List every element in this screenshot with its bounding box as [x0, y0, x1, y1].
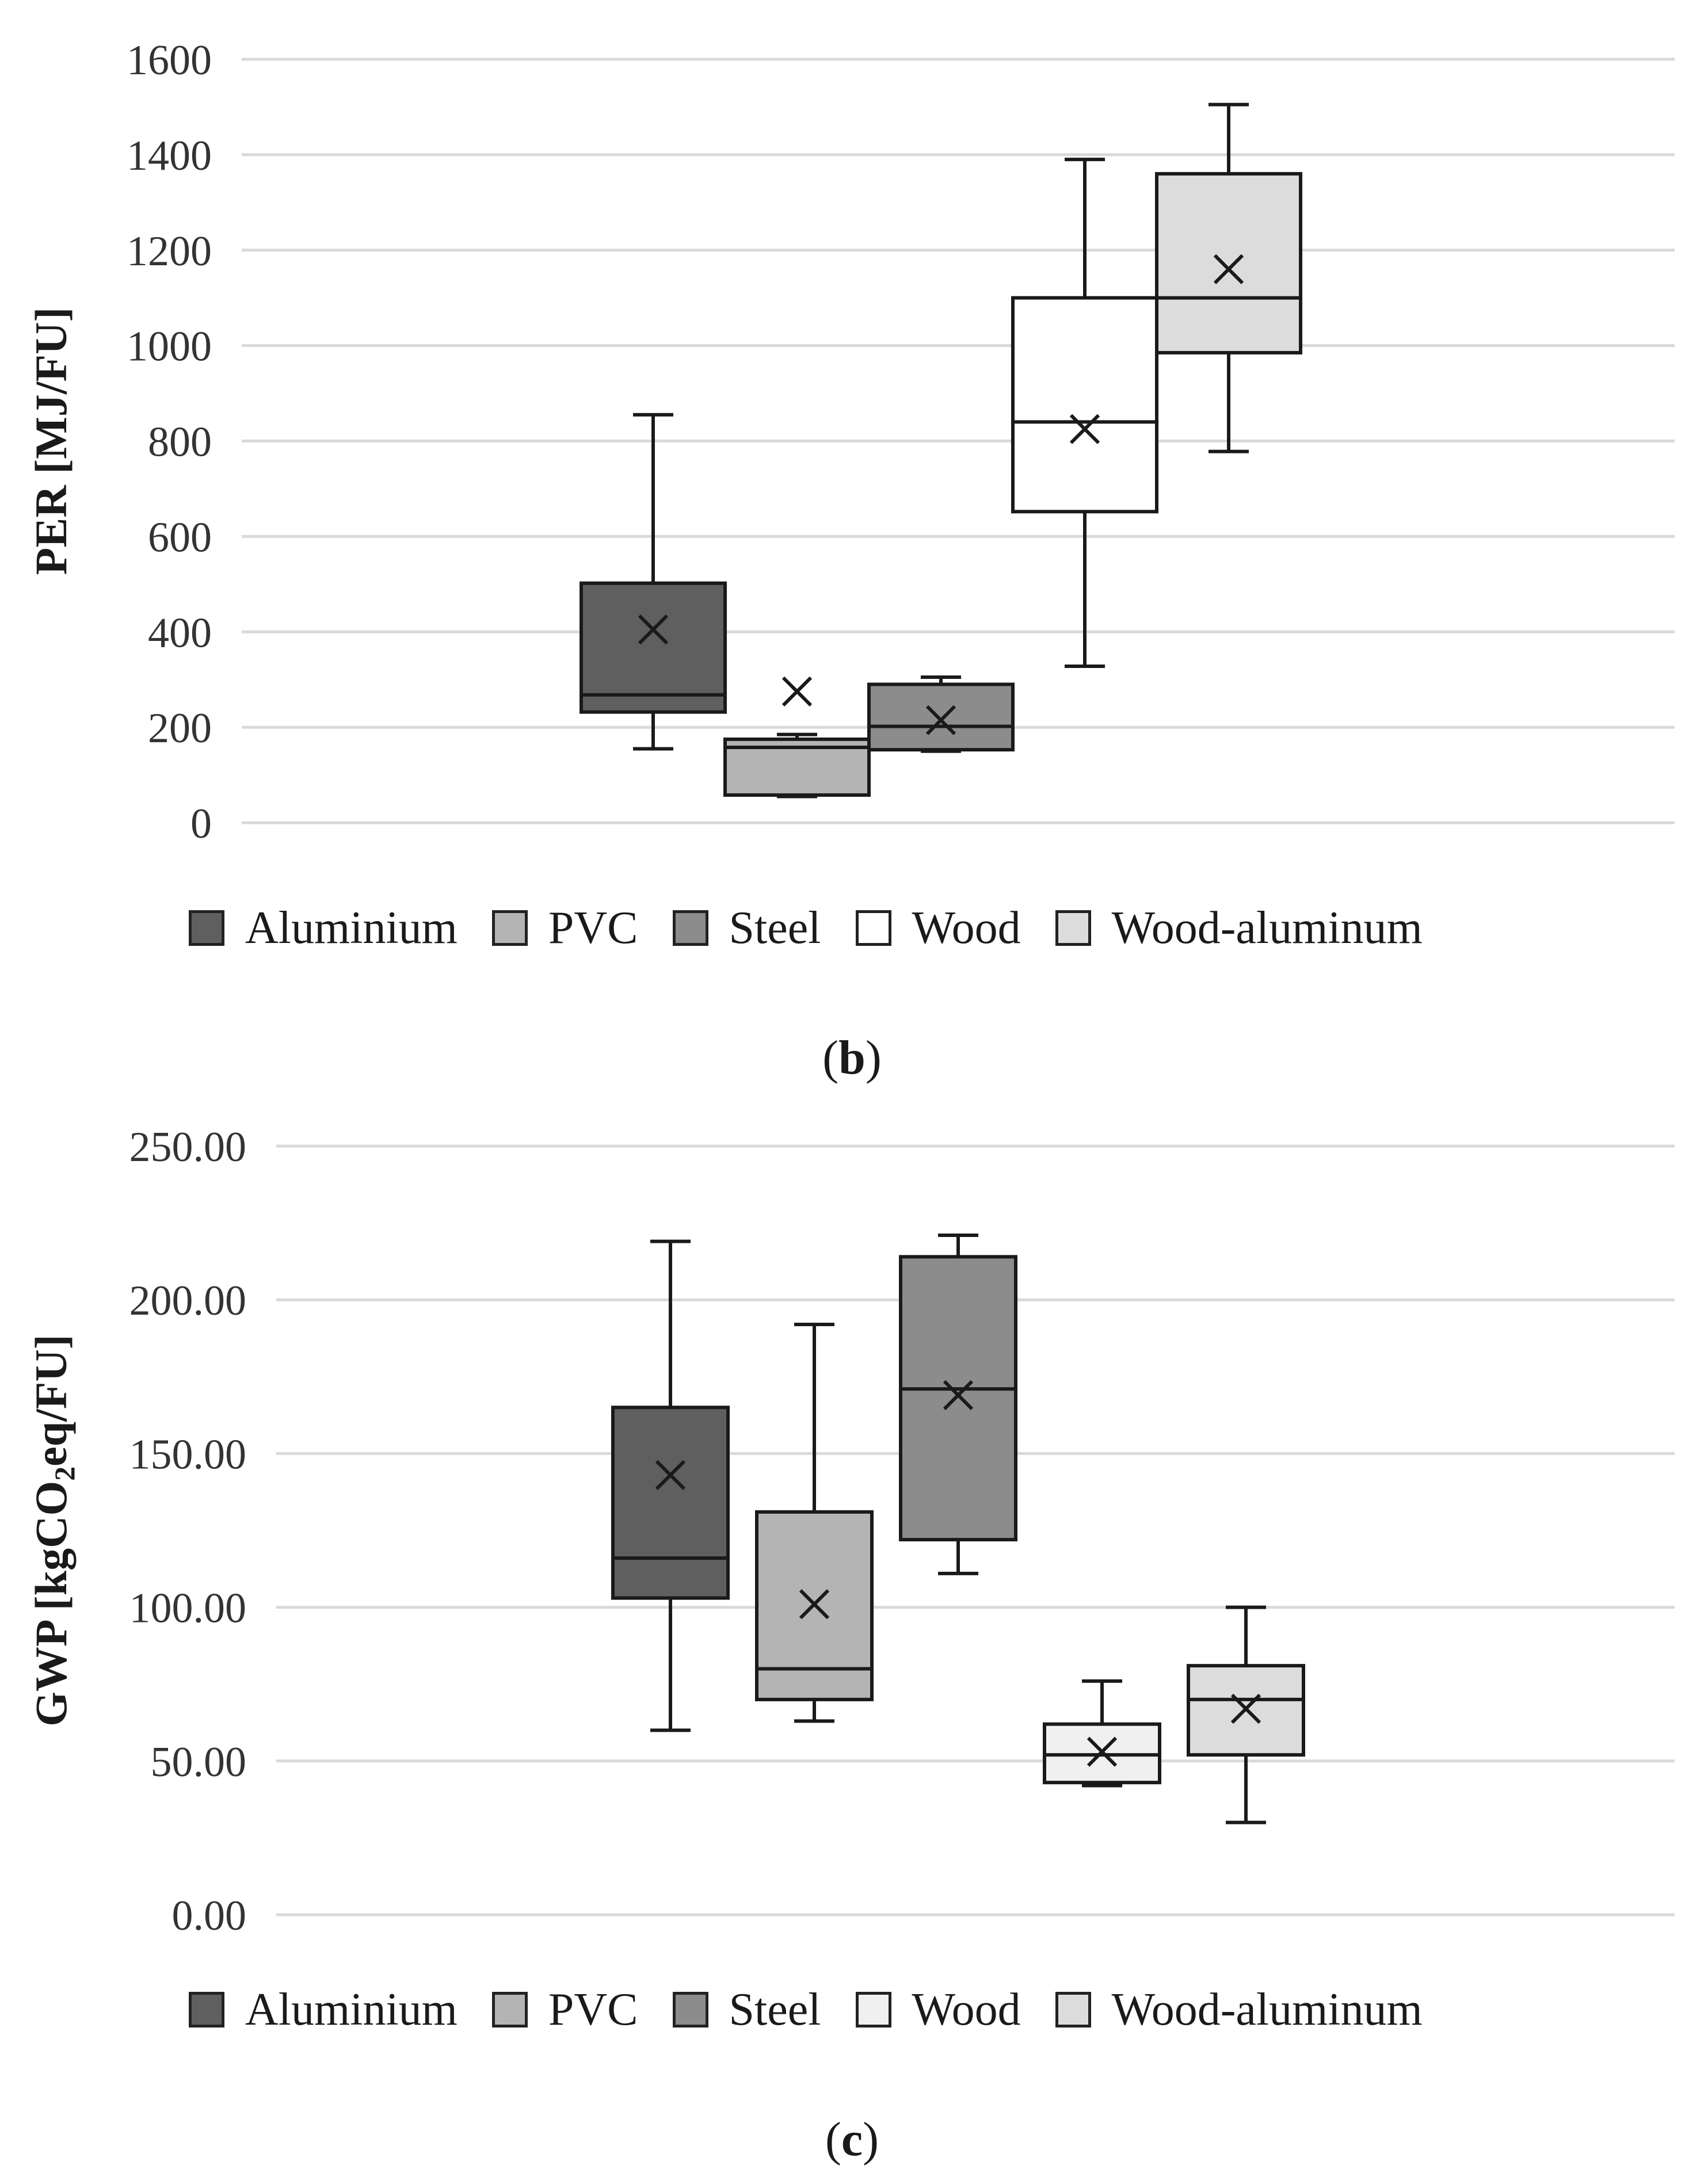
y-tick-label-4: 200.00 [129, 1277, 247, 1324]
box-steel [899, 1255, 1017, 1542]
box-group-wood-aluminum [1187, 1605, 1305, 1824]
legend-item-wood-aluminum: Wood-aluminum [1055, 1984, 1423, 2036]
mean-marker-wood-aluminum [1230, 1693, 1261, 1724]
mean-marker-wood [1069, 414, 1100, 444]
mean-x-b-wood [1069, 414, 1100, 444]
mean-x-b-pvc [782, 676, 813, 707]
legend-swatch-pvc [491, 910, 528, 946]
y-tick-label-2: 400 [148, 609, 212, 656]
legend-swatch-aluminium [189, 1992, 224, 2028]
legend-item-steel: Steel [672, 902, 821, 954]
caption-b-letter: b [838, 1031, 866, 1085]
per-box-plot: 0 200 400 600 800 1000 1200 1400 1600 PER [MJ/FU] [26, 37, 1675, 847]
box-group-pvc [755, 1322, 874, 1723]
box-group-steel [899, 1233, 1017, 1575]
box-group-wood [1011, 158, 1158, 668]
legend-c: Aluminium PVC Steel Wood Wood-aluminum [189, 1984, 1457, 2036]
mean-x-b-steel [943, 1380, 974, 1410]
y-tick-label-1: 200 [148, 705, 212, 752]
box-group-wood [1043, 1679, 1161, 1788]
legend-swatch-wood-aluminum [1055, 910, 1091, 946]
box-aluminium [580, 581, 727, 714]
legend-swatch-steel [672, 910, 708, 946]
legend-item-wood-aluminum: Wood-aluminum [1055, 902, 1423, 954]
legend-label-aluminium: Aluminium [245, 902, 458, 953]
y-axis-label: GWP [kgCO2eq/FU] [26, 1334, 81, 1727]
y-tick-label-4: 800 [148, 419, 212, 466]
gwp-box-plot: 0.00 50.00 100.00 150.00 200.00 250.00 GWP [kg… [26, 1124, 1675, 1939]
caption-c-letter: c [841, 2113, 863, 2166]
mean-x-b-aluminium [638, 614, 669, 645]
y-tick-label-1: 50.00 [151, 1739, 247, 1786]
legend-label-steel: Steel [729, 1984, 821, 2035]
legend-label-wood: Wood [912, 1984, 1021, 2035]
caption-c: (c) [825, 2113, 879, 2166]
legend-label-wood-aluminum: Wood-aluminum [1111, 1984, 1423, 2035]
mean-marker-pvc [799, 1589, 830, 1620]
y-tick-label-5: 1000 [127, 323, 212, 371]
chart-panel-c: 0.00 50.00 100.00 150.00 200.00 250.00 GWP [kg… [0, 1093, 1704, 2184]
box-steel [867, 682, 1015, 752]
legend-label-wood-aluminum: Wood-aluminum [1111, 902, 1423, 953]
legend-item-aluminium: Aluminium [189, 1984, 458, 2036]
mean-marker-wood [1087, 1736, 1118, 1767]
box-aluminium [611, 1406, 730, 1600]
legend-item-wood: Wood [855, 1984, 1021, 2036]
legend-swatch-wood [855, 910, 891, 946]
legend-b: Aluminium PVC Steel Wood Wood-aluminum [189, 902, 1457, 954]
mean-marker-pvc [782, 676, 813, 707]
mean-marker-wood-aluminum [1213, 254, 1244, 285]
legend-label-wood: Wood [912, 902, 1021, 953]
box-wood [1011, 296, 1158, 514]
box-group-aluminium [611, 1239, 730, 1732]
legend-item-pvc: PVC [491, 1984, 638, 2036]
y-tick-label-8: 1600 [127, 37, 212, 84]
mean-marker-aluminium [655, 1460, 686, 1490]
mean-x-b-wood-aluminum [1213, 254, 1244, 285]
mean-marker-steel [925, 705, 956, 735]
legend-item-steel: Steel [672, 1984, 821, 2036]
y-axis-label-prefix: GWP [kgCO [26, 1481, 76, 1727]
mean-x-b-wood-aluminum [1230, 1693, 1261, 1724]
y-tick-label-6: 1200 [127, 228, 212, 275]
legend-swatch-steel [672, 1992, 708, 2028]
legend-swatch-aluminium [189, 910, 224, 946]
chart-panel-b: 0 200 400 600 800 1000 1200 1400 1600 PER [MJ/FU]… [26, 37, 1675, 1085]
y-tick-label-5: 250.00 [129, 1124, 247, 1171]
legend-label-aluminium: Aluminium [245, 1984, 458, 2035]
box-group-aluminium [580, 413, 727, 751]
y-tick-label-0: 0.00 [172, 1892, 247, 1939]
mean-marker-steel [943, 1380, 974, 1410]
y-tick-label-0: 0 [190, 800, 212, 847]
y-axis-label: PER [MJ/FU] [26, 307, 76, 575]
box-wood-aluminum [1155, 172, 1302, 355]
mean-x-b-pvc [799, 1589, 830, 1620]
caption-b: (b) [822, 1031, 882, 1085]
legend-item-aluminium: Aluminium [189, 902, 458, 954]
y-tick-label-3: 150.00 [129, 1431, 247, 1478]
legend-swatch-pvc [491, 1992, 528, 2028]
legend-item-pvc: PVC [491, 902, 638, 954]
y-axis-label-subscript: 2 [48, 1467, 81, 1481]
legend-swatch-wood [855, 1992, 891, 2028]
mean-x-b-aluminium [655, 1460, 686, 1490]
y-tick-label-7: 1400 [127, 132, 212, 180]
mean-x-b-steel [925, 705, 956, 735]
legend-label-pvc: PVC [548, 1984, 638, 2035]
box-group-pvc [723, 676, 871, 799]
legend-swatch-wood-aluminum [1055, 1992, 1091, 2028]
y-axis-label-suffix: eq/FU] [26, 1334, 76, 1467]
legend-item-wood: Wood [855, 902, 1021, 954]
mean-x-b-wood [1087, 1736, 1118, 1767]
legend-label-pvc: PVC [548, 902, 638, 953]
legend-label-steel: Steel [729, 902, 821, 953]
y-tick-label-3: 600 [148, 514, 212, 561]
box-group-steel [867, 675, 1015, 753]
y-tick-label-2: 100.00 [129, 1585, 247, 1632]
box-group-wood-aluminum [1155, 102, 1302, 453]
mean-marker-aluminium [638, 614, 669, 645]
